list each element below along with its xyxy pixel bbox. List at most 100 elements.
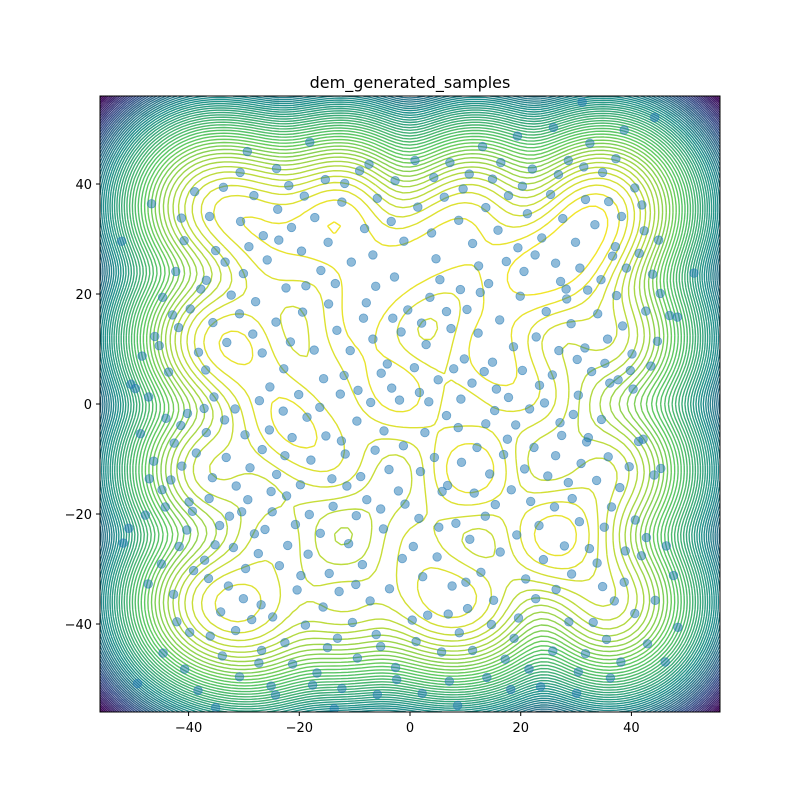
scatter-point xyxy=(307,680,318,690)
scatter-point xyxy=(543,471,553,481)
scatter-point xyxy=(482,672,492,683)
scatter-point xyxy=(248,329,258,339)
scatter-point xyxy=(673,622,683,633)
scatter-point xyxy=(650,595,660,606)
scatter-point xyxy=(512,530,522,540)
scatter-point xyxy=(515,291,525,301)
scatter-point xyxy=(362,495,372,505)
scatter-point xyxy=(284,180,294,191)
scatter-point xyxy=(576,458,586,469)
scatter-point xyxy=(591,475,602,486)
scatter-point xyxy=(267,507,277,517)
scatter-point xyxy=(451,518,461,529)
contour-line xyxy=(130,122,692,695)
scatter-point xyxy=(519,266,529,277)
scatter-point xyxy=(398,441,409,451)
scatter-point xyxy=(357,559,368,570)
scatter-point xyxy=(271,163,282,174)
contour-line xyxy=(100,96,720,712)
scatter-point xyxy=(260,524,270,535)
scatter-point xyxy=(389,272,400,282)
scatter-point xyxy=(496,157,506,168)
scatter-point xyxy=(210,540,220,550)
scatter-point xyxy=(442,480,453,491)
scatter-point xyxy=(630,608,640,619)
scatter-point xyxy=(490,499,501,510)
scatter-point xyxy=(637,200,647,210)
scatter-point xyxy=(509,633,519,644)
scatter-point xyxy=(332,633,343,644)
scatter-point xyxy=(286,222,297,233)
scatter-point xyxy=(444,676,455,686)
scatter-point xyxy=(462,603,473,614)
scatter-point xyxy=(218,182,229,193)
contour-line xyxy=(123,115,699,703)
contour-line xyxy=(100,96,720,712)
contour-line xyxy=(100,96,720,712)
scatter-point xyxy=(400,499,410,509)
contour-line xyxy=(193,177,636,634)
contour-line xyxy=(100,96,720,712)
scatter-point xyxy=(620,546,631,556)
scatter-point xyxy=(365,596,375,606)
scatter-point xyxy=(579,162,589,172)
scatter-point xyxy=(524,664,534,674)
scatter-point xyxy=(254,396,265,406)
scatter-point xyxy=(473,328,483,338)
scatter-point xyxy=(531,594,541,604)
scatter-point xyxy=(563,155,574,166)
contour-line xyxy=(164,153,660,663)
scatter-point xyxy=(214,520,225,531)
scatter-point xyxy=(469,488,479,498)
scatter-point xyxy=(339,370,349,381)
scatter-point xyxy=(541,306,551,317)
scatter-point xyxy=(502,434,513,444)
scatter-point xyxy=(519,464,530,474)
scatter-point xyxy=(283,540,293,551)
scatter-point xyxy=(243,495,253,505)
contour-line xyxy=(100,96,720,712)
scatter-point xyxy=(580,649,591,659)
contour-line xyxy=(106,99,715,712)
scatter-point xyxy=(334,586,344,597)
scatter-point xyxy=(392,674,402,685)
scatter-point xyxy=(323,237,333,248)
scatter-point xyxy=(238,594,249,604)
scatter-point xyxy=(580,194,591,205)
scatter-point xyxy=(538,554,549,565)
scatter-point xyxy=(399,236,409,246)
scatter-point xyxy=(173,322,184,333)
scatter-point xyxy=(329,704,339,712)
scatter-point xyxy=(548,646,558,656)
scatter-point xyxy=(295,480,306,490)
scatter-point xyxy=(429,452,440,463)
scatter-point xyxy=(611,153,621,164)
scatter-point xyxy=(642,639,653,649)
scatter-point xyxy=(235,216,246,227)
scatter-point xyxy=(189,186,200,197)
scatter-point xyxy=(513,613,524,623)
contour-line xyxy=(100,96,720,712)
contour-line xyxy=(100,96,720,712)
scatter-point xyxy=(615,482,625,493)
scatter-point xyxy=(303,549,313,559)
scatter-point xyxy=(506,684,516,695)
scatter-point xyxy=(179,664,190,674)
scatter-point xyxy=(161,413,171,424)
scatter-point xyxy=(473,261,484,271)
scatter-point xyxy=(624,462,634,472)
scatter-point xyxy=(597,167,608,178)
scatter-point xyxy=(176,213,187,223)
scatter-point xyxy=(435,275,445,285)
scatter-point xyxy=(217,651,228,661)
scatter-point xyxy=(130,383,141,394)
scatter-point xyxy=(191,448,202,458)
scatter-point xyxy=(390,662,401,673)
scatter-point xyxy=(386,216,396,227)
scatter-point xyxy=(581,437,592,447)
scatter-point xyxy=(240,563,251,574)
scatter-point xyxy=(182,408,193,419)
scatter-point xyxy=(234,309,245,319)
scatter-point xyxy=(182,525,192,535)
